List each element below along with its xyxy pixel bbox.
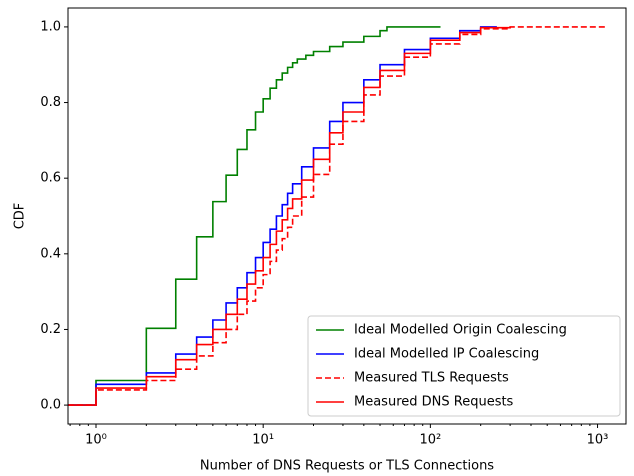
y-tick-label: 1.0 — [40, 19, 61, 34]
legend-label: Measured TLS Requests — [354, 371, 509, 386]
y-tick-label: 0.2 — [40, 322, 61, 337]
y-tick-label: 0.0 — [40, 398, 61, 413]
legend-label: Measured DNS Requests — [354, 395, 514, 410]
legend-label: Ideal Modelled Origin Coalescing — [354, 323, 567, 338]
y-tick-label: 0.8 — [40, 95, 61, 110]
cdf-line — [68, 26, 497, 406]
cdf-line — [68, 26, 441, 406]
cdf-line — [68, 26, 608, 406]
legend-label: Ideal Modelled IP Coalescing — [354, 347, 539, 362]
x-tick-label: 10³ — [587, 433, 609, 448]
y-axis-label: CDF — [13, 203, 28, 230]
plot-frame — [67, 7, 627, 425]
x-tick-label: 10² — [419, 433, 441, 448]
x-tick-label: 10⁰ — [85, 433, 107, 448]
legend-box — [307, 315, 621, 417]
cdf-line — [68, 26, 511, 406]
x-axis-label: Number of DNS Requests or TLS Connection… — [200, 459, 494, 474]
y-tick-label: 0.4 — [40, 246, 61, 261]
y-tick-label: 0.6 — [40, 171, 61, 186]
x-tick-label: 10¹ — [252, 433, 274, 448]
